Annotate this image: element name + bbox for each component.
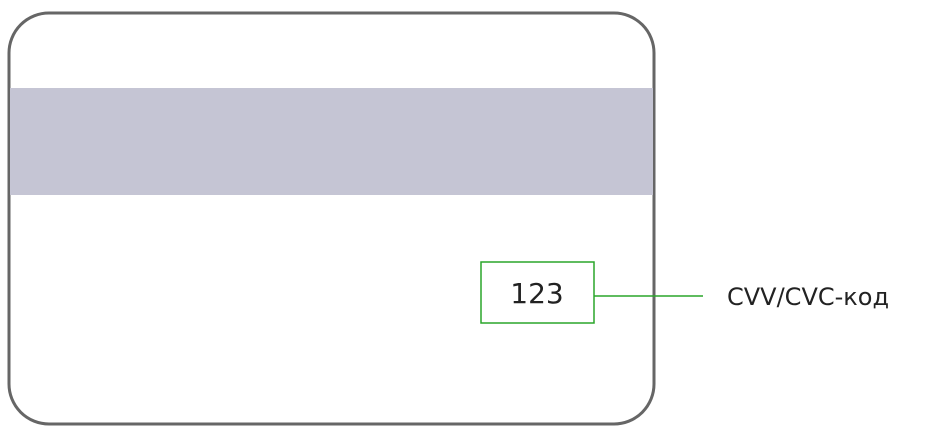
code-text: 123 [510, 277, 563, 310]
code-box [480, 261, 595, 324]
magnetic-stripe [10, 88, 653, 195]
code-label: CVV/CVC-код [727, 283, 889, 311]
card-outline [7, 11, 656, 426]
